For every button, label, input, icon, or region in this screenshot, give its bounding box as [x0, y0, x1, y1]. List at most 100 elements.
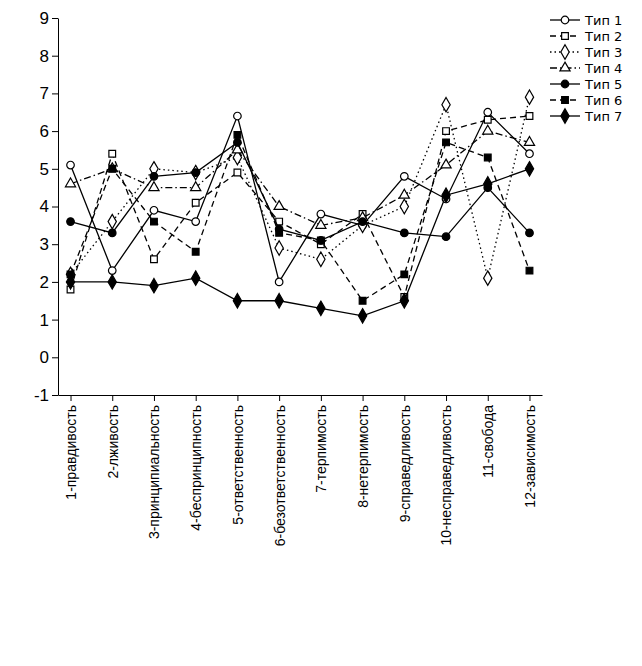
y-tick-line [52, 18, 58, 19]
marker [317, 252, 325, 266]
marker [401, 271, 408, 278]
x-tick: 10-несправедливость [438, 395, 454, 546]
y-tick-line [52, 395, 58, 396]
marker [442, 188, 450, 202]
marker [526, 113, 533, 120]
legend-label: Тип 2 [584, 29, 622, 44]
legend-label: Тип 1 [584, 13, 622, 28]
legend-label: Тип 7 [584, 109, 622, 124]
y-tick-label: 4 [40, 197, 49, 216]
marker [149, 182, 159, 191]
x-tick-label: 9-справедливость [397, 405, 413, 522]
x-tick: 2-лживость [105, 395, 121, 479]
x-axis-line [59, 395, 543, 396]
marker [192, 169, 200, 177]
y-axis-line [58, 19, 59, 396]
marker [484, 154, 491, 161]
x-tick: 12-зависимость [522, 395, 538, 508]
marker [191, 182, 201, 191]
marker [484, 177, 492, 191]
y-tick: 2 [40, 273, 58, 292]
y-tick: 6 [40, 122, 58, 141]
y-tick-line [52, 207, 58, 208]
marker [358, 309, 366, 323]
x-tick-label: 4-беспринципность [188, 405, 204, 531]
y-tick: 9 [40, 9, 58, 28]
marker [233, 294, 241, 308]
y-tick: -1 [34, 386, 58, 405]
y-tick: 1 [40, 311, 58, 330]
x-tick: 4-беспринципность [188, 395, 204, 531]
marker [275, 241, 283, 255]
plot-area: -101234567891-правдивость2-лживость3-при… [34, 9, 543, 546]
legend-item: Тип 4 [550, 61, 622, 76]
marker [192, 271, 200, 285]
marker [318, 237, 325, 244]
x-tick-line [363, 395, 364, 401]
marker [192, 248, 199, 255]
x-tick-line [446, 395, 447, 401]
series [66, 162, 533, 323]
marker [316, 219, 326, 228]
y-tick: 0 [40, 348, 58, 367]
marker [400, 294, 408, 308]
marker [443, 139, 450, 146]
x-tick-line [71, 395, 72, 401]
legend-marker [561, 109, 569, 123]
y-tick-line [52, 56, 58, 57]
marker [66, 275, 74, 289]
legend-item: Тип 7 [550, 109, 622, 124]
marker [359, 218, 367, 226]
legend-label: Тип 3 [584, 45, 622, 60]
marker [526, 267, 533, 274]
x-tick-label: 6-безответственность [272, 405, 288, 546]
series-line [71, 135, 530, 301]
series [66, 90, 533, 285]
y-tick-label: 0 [40, 348, 49, 367]
marker [525, 162, 533, 176]
marker [234, 169, 241, 176]
series-line [71, 131, 530, 225]
marker [150, 278, 158, 292]
marker [359, 297, 366, 304]
y-tick: 3 [40, 235, 58, 254]
legend-label: Тип 4 [584, 61, 622, 76]
series [65, 125, 534, 228]
y-tick-line [52, 169, 58, 170]
series-line [71, 116, 530, 297]
series [67, 113, 533, 301]
y-tick-line [52, 357, 58, 358]
marker [401, 173, 409, 181]
marker [234, 132, 241, 139]
y-tick-line [52, 320, 58, 321]
series-group [65, 90, 534, 323]
legend-item: Тип 5 [550, 77, 622, 92]
legend-label: Тип 5 [584, 77, 622, 92]
marker [150, 206, 158, 214]
legend: Тип 1Тип 2Тип 3Тип 4Тип 5Тип 6Тип 7 [550, 13, 622, 124]
marker [484, 116, 491, 123]
legend-marker [560, 62, 570, 71]
series-line [71, 112, 530, 282]
x-tick-label: 12-зависимость [522, 405, 538, 508]
x-tick-label: 11-свобода [480, 405, 496, 478]
legend-item: Тип 6 [550, 93, 622, 108]
y-tick-label: 1 [40, 311, 49, 330]
legend-marker [561, 45, 569, 59]
marker [109, 150, 116, 157]
x-tick-label: 2-лживость [105, 405, 121, 479]
marker [108, 214, 116, 228]
x-tick: 9-справедливость [397, 395, 413, 522]
marker [150, 173, 158, 181]
x-tick-line [279, 395, 280, 401]
x-tick-label: 1-правдивость [63, 405, 79, 500]
y-tick: 7 [40, 84, 58, 103]
x-tick-label: 7-терпимость [313, 405, 329, 493]
marker [234, 112, 242, 120]
x-tick: 3-принципиальность [146, 395, 162, 539]
x-tick-line [154, 395, 155, 401]
x-tick-line [112, 395, 113, 401]
series [67, 132, 533, 305]
marker [317, 237, 325, 245]
marker [441, 159, 451, 168]
